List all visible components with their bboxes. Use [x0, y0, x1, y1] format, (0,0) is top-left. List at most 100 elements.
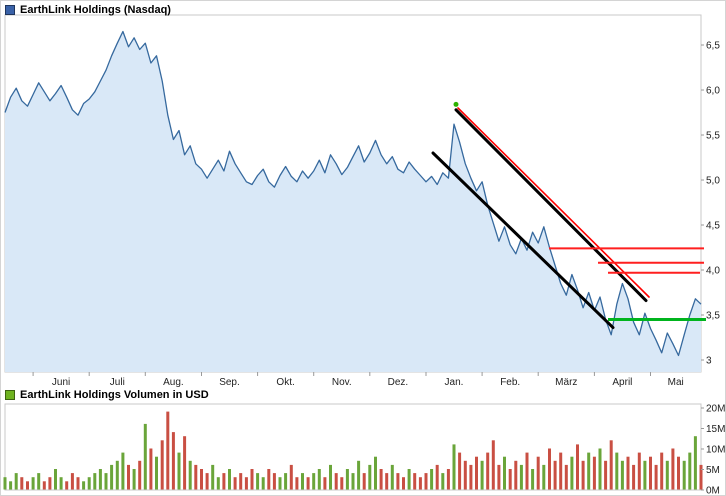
- volume-bar: [31, 477, 35, 490]
- volume-bar: [475, 456, 478, 490]
- volume-bar: [564, 464, 568, 490]
- x-axis-label: Juli: [110, 377, 125, 388]
- volume-bar: [497, 464, 501, 490]
- volume-bar: [59, 477, 63, 490]
- volume-bar: [463, 460, 467, 490]
- volume-bar: [205, 473, 209, 490]
- volume-bar: [413, 473, 417, 490]
- volume-bar: [329, 464, 332, 490]
- volume-bar: [9, 481, 13, 490]
- volume-bar: [626, 456, 630, 490]
- x-axis-label: Mai: [668, 377, 684, 388]
- price-axis-label: 5,0: [706, 176, 720, 187]
- price-legend-swatch-icon: [5, 5, 15, 15]
- volume-bar: [87, 477, 91, 490]
- volume-bar: [334, 473, 338, 490]
- volume-bar: [143, 423, 147, 490]
- volume-bar: [222, 473, 226, 490]
- volume-bar: [20, 477, 24, 490]
- volume-axis-label: 15M: [706, 424, 725, 435]
- x-axis-label: Sep.: [219, 377, 240, 388]
- price-legend: EarthLink Holdings (Nasdaq): [5, 4, 171, 16]
- volume-bar: [508, 469, 512, 490]
- volume-bar: [598, 448, 602, 490]
- volume-bar: [402, 477, 405, 490]
- volume-bar: [284, 473, 288, 490]
- x-axis-label: April: [612, 377, 632, 388]
- volume-bar: [132, 469, 136, 490]
- volume-bar: [267, 469, 271, 490]
- volume-bar: [654, 464, 658, 490]
- volume-bar: [183, 436, 187, 490]
- volume-bar: [418, 477, 422, 490]
- volume-bar: [323, 477, 327, 490]
- volume-bar: [480, 460, 484, 490]
- volume-bar: [14, 473, 18, 490]
- x-axis-label: Jan.: [445, 377, 464, 388]
- volume-bar: [368, 464, 372, 490]
- volume-bar: [110, 464, 114, 490]
- volume-bar: [609, 440, 613, 490]
- volume-bar: [682, 460, 686, 490]
- volume-bar: [250, 469, 254, 490]
- volume-bar: [104, 473, 108, 490]
- volume-axis-label: 10M: [706, 445, 725, 456]
- volume-bar: [65, 481, 69, 490]
- volume-bar: [458, 452, 462, 490]
- volume-bar: [362, 473, 366, 490]
- volume-bar: [26, 481, 29, 490]
- x-axis-label: Okt.: [276, 377, 294, 388]
- volume-bar: [542, 464, 546, 490]
- volume-bar: [256, 473, 260, 490]
- volume-bar: [469, 464, 473, 490]
- volume-bar: [188, 460, 192, 490]
- volume-bar: [570, 456, 574, 490]
- price-axis-label: 4,0: [706, 266, 720, 277]
- price-axis-label: 4,5: [706, 221, 720, 232]
- upper-channel-line: [454, 108, 648, 303]
- x-axis-label: Juni: [52, 377, 70, 388]
- volume-bar: [3, 477, 7, 490]
- volume-bar: [70, 473, 74, 490]
- volume-bar: [76, 477, 80, 490]
- volume-bar: [345, 469, 349, 490]
- price-axis-label: 5,5: [706, 131, 720, 142]
- volume-bar: [643, 460, 647, 490]
- price-axis-label: 6,5: [706, 41, 720, 52]
- volume-bar: [272, 473, 276, 490]
- volume-bar: [317, 469, 321, 490]
- volume-bar: [519, 464, 523, 490]
- volume-plot-frame: [4, 403, 702, 491]
- volume-legend: EarthLink Holdings Volumen in USD: [5, 389, 209, 401]
- volume-bar: [295, 477, 299, 490]
- volume-legend-label: EarthLink Holdings Volumen in USD: [20, 389, 209, 401]
- volume-bar: [553, 460, 557, 490]
- volume-bar: [379, 469, 383, 490]
- volume-bar: [677, 456, 680, 490]
- x-axis-label: Dez.: [388, 377, 409, 388]
- volume-bar: [592, 456, 596, 490]
- volume-bar: [166, 411, 170, 490]
- volume-bar: [160, 440, 164, 490]
- volume-bar: [396, 473, 400, 490]
- volume-bar: [665, 460, 669, 490]
- price-axis-label: 3,5: [706, 311, 720, 322]
- volume-bar: [581, 460, 585, 490]
- volume-bar: [48, 477, 52, 490]
- volume-bar: [435, 464, 439, 490]
- price-legend-label: EarthLink Holdings (Nasdaq): [20, 4, 171, 16]
- volume-bar: [649, 456, 652, 490]
- peak-marker: [453, 101, 459, 107]
- volume-bar: [239, 473, 243, 490]
- volume-bar: [351, 473, 355, 490]
- volume-bar: [671, 448, 675, 490]
- volume-bar: [693, 436, 697, 490]
- price-area: [5, 31, 701, 372]
- volume-bar: [660, 452, 664, 490]
- volume-bar: [688, 452, 692, 490]
- volume-bar: [620, 460, 624, 490]
- volume-bar: [424, 473, 428, 490]
- volume-bar: [587, 452, 591, 490]
